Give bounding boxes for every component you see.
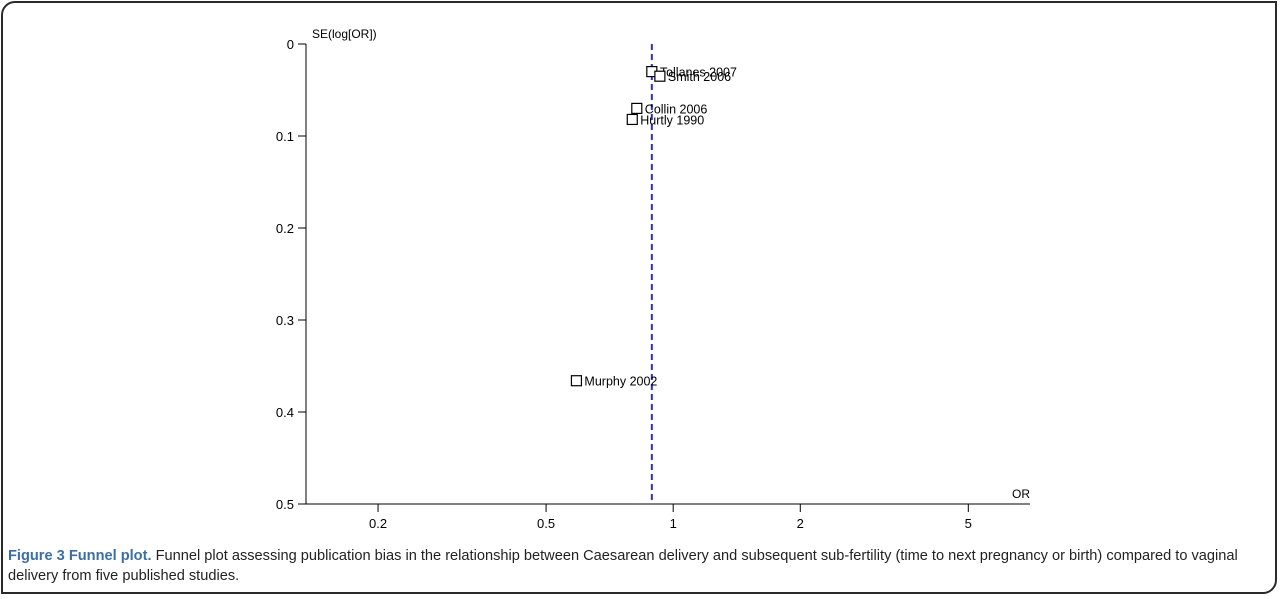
x-tick-label: 5 — [965, 516, 972, 531]
y-tick-label: 0.3 — [276, 313, 294, 328]
plot-axes: 0 0.1 0.2 0.3 0.4 0.5 0.2 0.5 1 2 5 SE(log[OR]) OR — [276, 27, 1030, 531]
y-tick-label: 0.2 — [276, 221, 294, 236]
study-point — [626, 113, 638, 126]
funnel-plot: 0 0.1 0.2 0.3 0.4 0.5 0.2 0.5 1 2 5 SE(log[OR]) OR T… — [276, 27, 1030, 531]
y-tick-label: 0.5 — [276, 497, 294, 512]
study-label: Collin 2006 — [645, 102, 708, 116]
x-tick-label: 1 — [670, 516, 677, 531]
x-tick-label: 0.2 — [369, 516, 387, 531]
y-axis-title: SE(log[OR]) — [312, 27, 377, 41]
figure-caption: Figure 3 Funnel plot. Funnel plot assess… — [8, 546, 1274, 586]
x-axis-title: OR — [1012, 487, 1030, 501]
study-label: Smith 2006 — [668, 70, 731, 84]
caption-text: Funnel plot assessing publication bias i… — [8, 548, 1238, 584]
caption-figure-id: Figure 3 — [8, 548, 65, 564]
caption-title: Funnel plot. — [68, 548, 152, 564]
study-label: Murphy 2002 — [584, 375, 657, 389]
y-tick-label: 0.1 — [276, 129, 294, 144]
study-point — [654, 70, 666, 82]
x-tick-label: 0.5 — [537, 516, 555, 531]
study-point — [631, 102, 643, 115]
y-tick-label: 0.4 — [276, 405, 294, 420]
study-point — [570, 375, 583, 387]
study-label: Hurtly 1990 — [640, 113, 704, 127]
y-tick-label: 0 — [287, 37, 294, 52]
study-label: Tollanes 2007 — [660, 66, 737, 80]
x-tick-label: 2 — [797, 516, 804, 531]
